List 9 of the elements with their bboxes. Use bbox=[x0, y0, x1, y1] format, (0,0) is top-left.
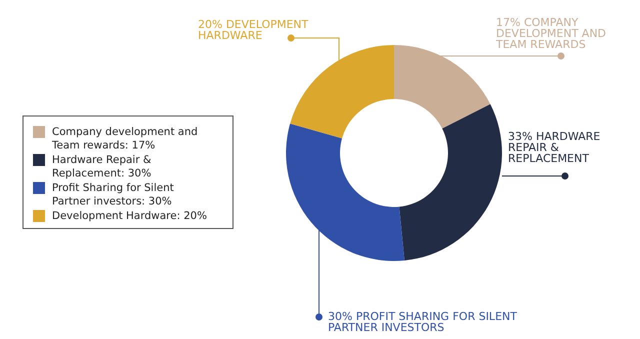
legend-label: Development Hardware: 20% bbox=[52, 210, 207, 222]
legend-label: Company development and Team rewards: 17% bbox=[51, 126, 198, 152]
text: 17% COMPANY DEVELOPMENT AND TEAM REWARDS bbox=[495, 16, 606, 51]
legend-label: Hardware Repair & Replacement: 30% bbox=[52, 154, 152, 180]
text: 30% PROFIT SHARING FOR SILENT PARTNER INVESTORS bbox=[328, 310, 518, 334]
legend-label: Profit Sharing for Silent Partner investors: 30% bbox=[52, 182, 174, 208]
text: 20% DEVELOPMENT HARDWARE bbox=[198, 18, 309, 42]
donut-slice bbox=[399, 104, 502, 260]
text: 33% HARDWARE REPAIR & REPLACEMENT bbox=[508, 130, 600, 165]
